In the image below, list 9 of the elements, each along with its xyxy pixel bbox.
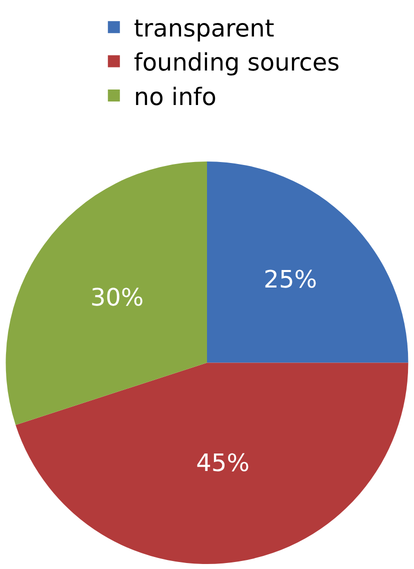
data-label: 45% <box>196 448 250 477</box>
legend-label: transparent <box>134 14 274 42</box>
legend-label: founding sources <box>134 48 340 77</box>
pie-slice <box>16 362 408 564</box>
legend-label: no info <box>134 82 216 111</box>
data-label: 30% <box>90 283 144 312</box>
pie-slice <box>6 162 207 425</box>
data-label: 25% <box>264 265 318 294</box>
pie-slice <box>207 162 408 363</box>
